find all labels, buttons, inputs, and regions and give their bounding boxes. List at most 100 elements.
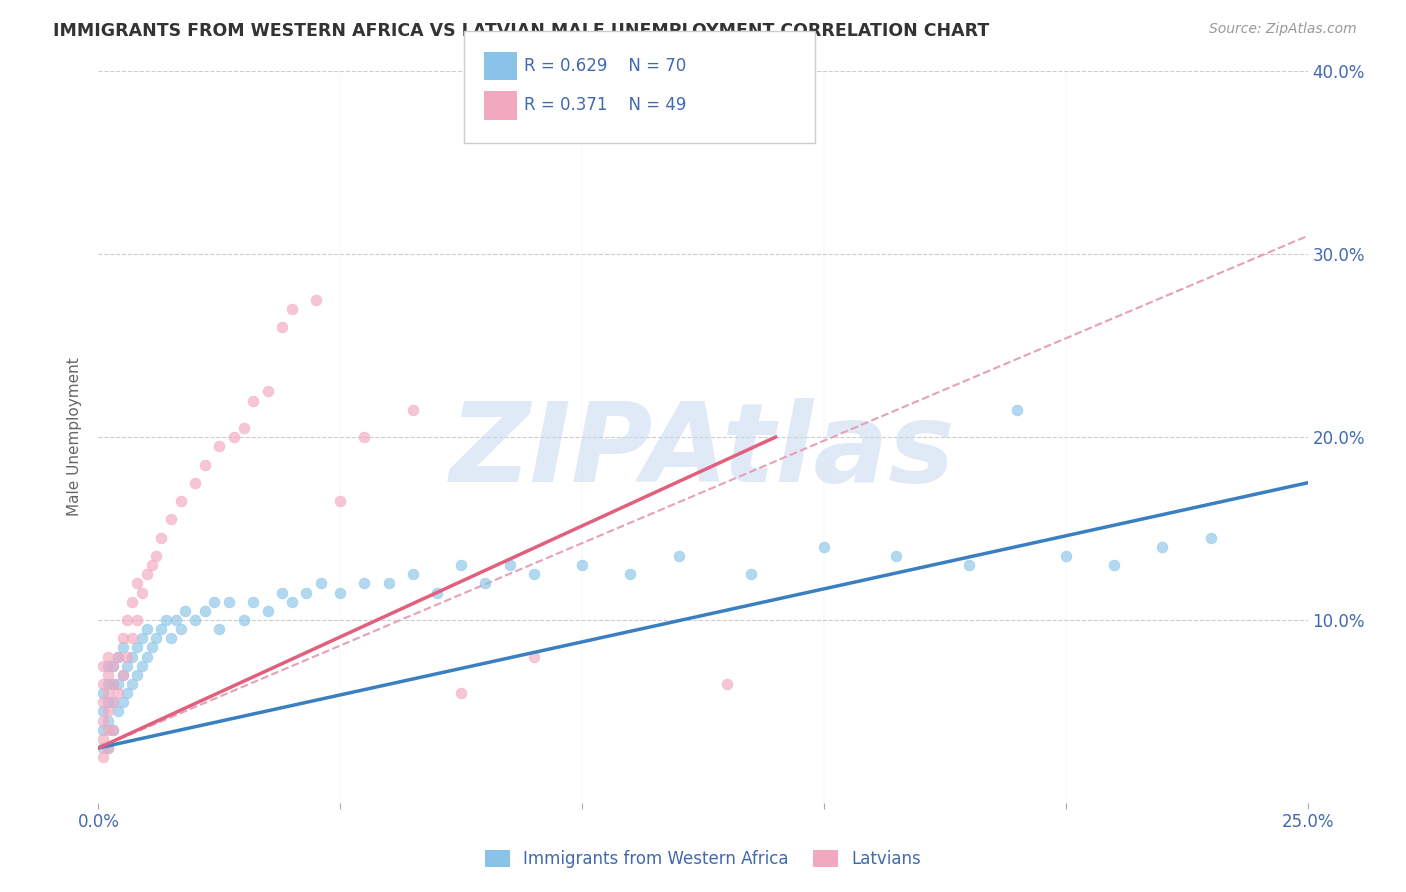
Point [91, 731, 114, 746]
Point [271, 320, 294, 334]
Point [204, 594, 226, 608]
Point [1054, 549, 1077, 563]
Point [101, 723, 124, 737]
Point [160, 632, 183, 646]
Text: IMMIGRANTS FROM WESTERN AFRICA VS LATVIAN MALE UNEMPLOYMENT CORRELATION CHART: IMMIGRANTS FROM WESTERN AFRICA VS LATVIA… [53, 22, 990, 40]
Point [141, 558, 163, 573]
Point [208, 439, 231, 453]
Text: R = 0.371    N = 49: R = 0.371 N = 49 [524, 96, 686, 114]
Point [101, 723, 124, 737]
Point [353, 430, 375, 444]
Point [571, 558, 593, 573]
Point [305, 293, 328, 307]
Point [97, 723, 120, 737]
Point [957, 558, 980, 573]
Point [121, 677, 143, 691]
Point [242, 393, 264, 408]
Point [232, 613, 254, 627]
Point [97, 740, 120, 755]
Point [101, 695, 124, 709]
Point [97, 714, 120, 728]
Point [107, 649, 129, 664]
Point [222, 430, 245, 444]
Point [127, 640, 149, 655]
Point [145, 549, 167, 563]
Point [174, 604, 197, 618]
Point [135, 567, 157, 582]
Point [131, 658, 153, 673]
Point [91, 677, 114, 691]
Point [101, 677, 124, 691]
Point [97, 695, 120, 709]
Point [127, 613, 149, 627]
Point [101, 677, 124, 691]
Point [309, 576, 332, 591]
Point [402, 402, 425, 417]
Point [97, 686, 120, 700]
Point [426, 585, 449, 599]
Point [402, 567, 425, 582]
Point [107, 649, 129, 664]
Point [169, 622, 191, 636]
Text: ZIPAtlas: ZIPAtlas [450, 398, 956, 505]
Point [155, 613, 177, 627]
Point [141, 640, 163, 655]
Point [329, 585, 352, 599]
Point [813, 540, 835, 554]
Point [474, 576, 496, 591]
Point [91, 686, 114, 700]
Point [160, 512, 183, 526]
Point [232, 421, 254, 435]
Point [194, 604, 217, 618]
Point [716, 677, 738, 691]
Point [121, 649, 143, 664]
Point [295, 585, 318, 599]
Point [145, 632, 167, 646]
Point [281, 594, 304, 608]
Point [194, 458, 217, 472]
Text: Source: ZipAtlas.com: Source: ZipAtlas.com [1209, 22, 1357, 37]
Point [111, 695, 134, 709]
Point [97, 705, 120, 719]
Point [377, 576, 399, 591]
Point [97, 649, 120, 664]
Point [117, 686, 139, 700]
Point [281, 301, 304, 317]
Point [127, 667, 149, 681]
Point [1199, 531, 1222, 545]
Point [242, 594, 264, 608]
Point [91, 658, 114, 673]
Point [256, 604, 278, 618]
Point [111, 667, 134, 681]
Point [256, 384, 278, 399]
Point [135, 622, 157, 636]
Point [97, 677, 120, 691]
Point [91, 705, 114, 719]
Point [91, 740, 114, 755]
Point [523, 567, 546, 582]
Point [1102, 558, 1125, 573]
Point [121, 632, 143, 646]
Point [165, 613, 187, 627]
Point [111, 640, 134, 655]
Point [619, 567, 641, 582]
Point [184, 613, 207, 627]
Point [107, 686, 129, 700]
Point [150, 531, 173, 545]
Point [91, 714, 114, 728]
Text: R = 0.629    N = 70: R = 0.629 N = 70 [524, 57, 686, 75]
Point [740, 567, 762, 582]
Point [111, 667, 134, 681]
Point [91, 723, 114, 737]
Point [218, 594, 240, 608]
Point [450, 686, 472, 700]
Point [329, 494, 352, 508]
Point [271, 585, 294, 599]
Point [91, 750, 114, 764]
Point [184, 475, 207, 490]
Point [111, 632, 134, 646]
Point [1152, 540, 1174, 554]
Point [117, 649, 139, 664]
Point [91, 695, 114, 709]
Point [169, 494, 191, 508]
